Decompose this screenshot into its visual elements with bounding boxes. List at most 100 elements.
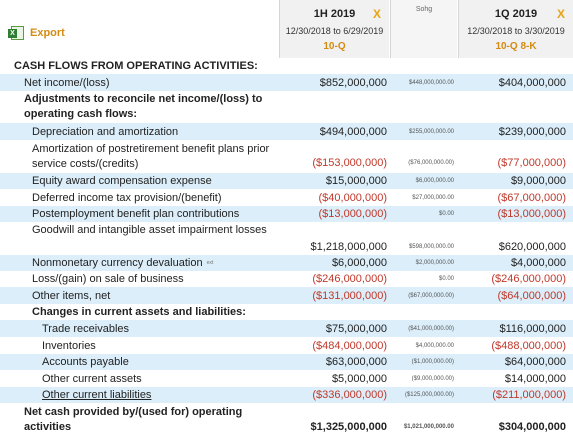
export-button[interactable]: X Export [8,26,65,40]
table-row[interactable]: Deferred income tax provision/(benefit) … [0,190,573,206]
value-diff: $255,000,000.00 [408,128,454,135]
section-title: CASH FLOWS FROM OPERATING ACTIVITIES: [14,60,258,72]
row-label: Amortization of postretirement benefit p… [32,141,311,173]
value-1q-2019: $64,000,000 [504,356,566,368]
value-diff: $2,000,000.00 [415,260,454,266]
row-label: Other current liabilities [42,389,152,401]
form-type-link[interactable]: 10-Q [323,41,346,52]
value-1h-2019: ($40,000,000) [318,192,388,204]
row-label-line2: service costs/(credits) [32,158,139,170]
value-diff: ($76,000,000.00) [408,160,454,166]
period-label: 1H 2019 [313,8,356,20]
export-label: Export [30,27,65,39]
row-label: Loss/(gain) on sale of business [32,273,184,285]
subheader-row: Adjustments to reconcile net income/(los… [0,92,573,122]
period-dates: 12/30/2018 to 3/30/2019 [467,26,565,36]
value-1h-2019: $6,000,000 [331,257,387,269]
total-row[interactable]: Net cash provided by/(used for) operatin… [0,404,573,436]
table-row[interactable]: $1,218,000,000 $598,000,000.00 $620,000,… [0,238,573,255]
value-diff: ($125,000,000.00) [404,392,454,398]
row-label: Net income/(loss) [24,76,110,89]
value-diff: $1,021,000,000.00 [403,424,454,430]
row-label: Inventories [42,339,96,352]
value-diff: ($9,000,000.00) [411,375,454,382]
value-diff: $0.00 [438,211,454,217]
row-label: Goodwill and intangible asset impairment… [32,224,267,236]
value-1q-2019: $404,000,000 [498,76,566,89]
remove-column-button[interactable]: X [372,7,381,21]
value-1q-2019: $116,000,000 [499,322,566,335]
value-1q-2019: $9,000,000 [510,175,566,187]
period-label: 1Q 2019 [494,8,538,20]
ext-tag: ext [206,260,214,266]
table-row[interactable]: Other current assets $5,000,000 ($9,000,… [0,370,573,387]
form-type-link[interactable]: 10-Q 8-K [495,41,537,52]
row-label-text: Nonmonetary currency devaluation [32,257,203,269]
value-1h-2019: ($131,000,000) [312,289,387,302]
value-1h-2019: $15,000,000 [325,175,387,187]
value-1h-2019: ($153,000,000) [312,157,387,169]
value-1q-2019: $4,000,000 [510,257,566,269]
row-label: Trade receivables [42,322,130,335]
table-row[interactable]: Nonmonetary currency devaluation ext $6,… [0,255,573,271]
value-1h-2019: $63,000,000 [325,356,387,368]
value-diff: $598,000,000.00 [408,243,454,250]
table-row[interactable]: Loss/(gain) on sale of business ($246,00… [0,271,573,287]
value-1h-2019: $75,000,000 [325,322,387,335]
diff-column-label: Sohg [415,6,433,13]
value-1q-2019: ($67,000,000) [497,192,567,204]
value-1h-2019: $1,325,000,000 [310,421,387,433]
row-label: Net cash provided by/(used for) operatin… [24,404,303,436]
value-1h-2019: $5,000,000 [331,372,387,385]
row-label: Depreciation and amortization [32,125,179,138]
table-row[interactable]: Trade receivables $75,000,000 ($41,000,0… [0,320,573,337]
table-row[interactable]: Depreciation and amortization $494,000,0… [0,123,573,140]
value-1q-2019: $304,000,000 [498,421,566,433]
value-diff: ($1,000,000.00) [411,359,454,365]
value-1h-2019: ($336,000,000) [312,389,387,401]
table-row[interactable]: Amortization of postretirement benefit p… [0,141,573,173]
value-1q-2019: ($246,000,000) [491,273,566,285]
table-row[interactable]: Inventories ($484,000,000) $4,000,000.00… [0,337,573,354]
value-diff: $4,000,000.00 [415,342,454,349]
table-row[interactable]: Postemployment benefit plan contribution… [0,206,573,222]
table-row[interactable]: Goodwill and intangible asset impairment… [0,222,573,238]
value-diff: $27,000,000.00 [412,195,454,201]
row-label-line1: Amortization of postretirement benefit p… [32,143,270,155]
column-header-1q-2019: 1Q 2019 X 12/30/2018 to 3/30/2019 10-Q 8… [458,0,573,58]
value-1h-2019: $852,000,000 [319,76,387,89]
value-1q-2019: $14,000,000 [504,372,566,385]
value-1q-2019: ($77,000,000) [497,157,567,169]
value-1q-2019: ($64,000,000) [497,289,567,302]
value-diff: ($67,000,000.00) [408,292,454,299]
row-label: Deferred income tax provision/(benefit) [32,192,222,204]
column-header-diff: Sohg [390,0,457,58]
table-row[interactable]: Accounts payable $63,000,000 ($1,000,000… [0,354,573,370]
value-1h-2019: $1,218,000,000 [310,240,387,253]
value-diff: $0.00 [438,276,454,282]
row-label: Adjustments to reconcile net income/(los… [24,92,303,122]
value-1h-2019: ($13,000,000) [318,208,388,220]
row-label: Accounts payable [42,356,129,368]
row-label: Equity award compensation expense [32,175,212,187]
value-1h-2019: ($484,000,000) [312,339,387,352]
column-header-1h-2019: 1H 2019 X 12/30/2018 to 6/29/2019 10-Q [279,0,389,58]
value-1h-2019: $494,000,000 [319,125,387,138]
value-1q-2019: ($211,000,000) [492,389,566,401]
value-1q-2019: $620,000,000 [498,240,566,253]
value-1q-2019: $239,000,000 [498,125,566,138]
remove-column-button[interactable]: X [556,7,565,21]
table-row[interactable]: Other current liabilities ($336,000,000)… [0,387,573,403]
value-diff: $448,000,000.00 [408,79,454,86]
row-label-line1: Net cash provided by/(used for) operatin… [24,406,243,418]
table-row[interactable]: Equity award compensation expense $15,00… [0,173,573,189]
period-dates: 12/30/2018 to 6/29/2019 [285,26,384,36]
table-row[interactable]: Net income/(loss) $852,000,000 $448,000,… [0,74,573,91]
row-label-line1: Adjustments to reconcile net income/(los… [24,93,263,105]
row-label-line2: operating cash flows: [24,108,138,120]
row-label: Other items, net [32,289,111,302]
table-row[interactable]: Other items, net ($131,000,000) ($67,000… [0,287,573,304]
row-label-line2: activities [24,421,72,433]
row-label: Changes in current assets and liabilitie… [32,306,246,318]
value-1h-2019: ($246,000,000) [312,273,387,285]
